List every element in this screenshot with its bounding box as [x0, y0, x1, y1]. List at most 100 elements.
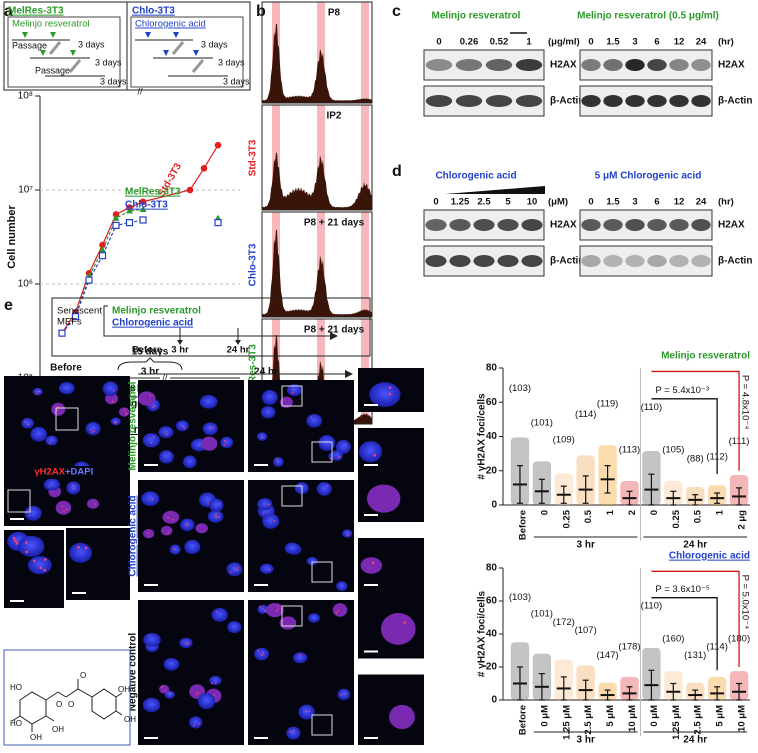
y-tick-label: 20 [486, 662, 498, 673]
focus [261, 436, 263, 439]
blot-band [449, 255, 471, 267]
label: Std-3T3 [248, 139, 259, 176]
focus [12, 536, 16, 540]
focus [147, 532, 149, 535]
y-tick-label: 20 [486, 465, 498, 476]
group-label: 24 hr [683, 735, 707, 746]
marker [71, 312, 80, 321]
marker [98, 252, 107, 260]
label: 2.5 [477, 197, 491, 208]
n-label: (109) [553, 434, 575, 445]
label: Melinjo resveratrol [128, 381, 139, 470]
nucleus [336, 581, 348, 592]
plot-frame [261, 1, 373, 104]
label: 0.52 [490, 37, 509, 48]
nucleus [298, 704, 315, 720]
marker [214, 141, 222, 149]
nucleus [306, 413, 323, 428]
arrow [68, 59, 82, 73]
arrow [40, 50, 46, 56]
focus [183, 427, 186, 429]
p-value: P = 5.4x10⁻³ [655, 385, 709, 396]
nucleus [318, 435, 336, 451]
nucleus [272, 456, 284, 467]
label: Senescent [57, 306, 102, 317]
n-label: (105) [662, 445, 684, 456]
focus [77, 545, 80, 549]
label: 0 [588, 37, 593, 48]
label: IP2 [326, 111, 341, 122]
arrow [145, 32, 151, 38]
blot-band [669, 255, 689, 267]
blot-band [515, 95, 543, 107]
bracket [651, 570, 740, 667]
blot-band [691, 59, 711, 71]
scheme-box [51, 297, 371, 357]
focus [388, 386, 392, 389]
panel-letter: c [392, 3, 401, 20]
label: (μM) [548, 197, 568, 208]
label: MelRes-3T3 [248, 344, 259, 400]
focus [344, 692, 347, 695]
nucleus [169, 544, 181, 555]
focus [38, 390, 40, 393]
label: β-Actin [718, 256, 752, 267]
marker [139, 206, 147, 213]
nucleus [184, 539, 201, 555]
panel-letter: e [4, 297, 13, 314]
nucleus [226, 562, 243, 577]
nucleus [51, 402, 66, 416]
nucleus [330, 450, 343, 461]
nucleus [369, 382, 401, 407]
focus [90, 429, 92, 431]
y-tick-label: 10⁸ [18, 91, 33, 102]
marker [125, 218, 134, 227]
y-tick-label: 0 [491, 695, 497, 706]
focus [35, 392, 38, 395]
focus [187, 642, 190, 644]
blot [579, 49, 713, 81]
nucleus [254, 647, 270, 661]
arrowhead [177, 340, 183, 345]
label: 12 [674, 37, 685, 48]
panel-letter: d [392, 163, 402, 180]
x-tick-label: 0.5 [583, 509, 594, 523]
plot-frame [261, 211, 373, 318]
focus [212, 426, 214, 428]
scheme-box [130, 16, 244, 88]
focus [335, 612, 338, 614]
focus [48, 485, 51, 488]
x-tick-label: 2.5 μM [583, 705, 594, 735]
focus [149, 394, 152, 397]
ploidy-band [361, 2, 369, 103]
y-axis-title: Cell number [6, 205, 18, 269]
focus [151, 498, 154, 500]
focus [15, 541, 19, 545]
group-label: 3 hr [577, 735, 595, 746]
chart-title: Melinjo resveratrol [661, 351, 750, 362]
nucleus [105, 393, 119, 405]
nucleus [380, 612, 416, 645]
focus [268, 569, 271, 571]
nucleus [183, 455, 197, 469]
nucleus [209, 675, 222, 686]
text-bg [28, 466, 102, 479]
blot-band [521, 219, 543, 231]
blot-band [625, 255, 645, 267]
group-label: 24 hr [683, 540, 707, 551]
focus [161, 686, 163, 688]
n-label: (114) [575, 409, 596, 420]
nucleus [24, 505, 42, 521]
label: 24 [696, 197, 707, 208]
group-label: 3 hr [577, 540, 595, 551]
n-label: (113) [619, 445, 640, 456]
ploidy-band [361, 105, 369, 210]
nucleus [257, 498, 273, 511]
n-label: (101) [531, 417, 553, 428]
inset-frame [311, 714, 333, 736]
label: MelRes-3T3 [8, 6, 64, 17]
focus [308, 710, 311, 712]
focus [14, 539, 17, 543]
y-tick-label: 80 [486, 563, 498, 574]
label: (μg/ml) [548, 37, 580, 48]
